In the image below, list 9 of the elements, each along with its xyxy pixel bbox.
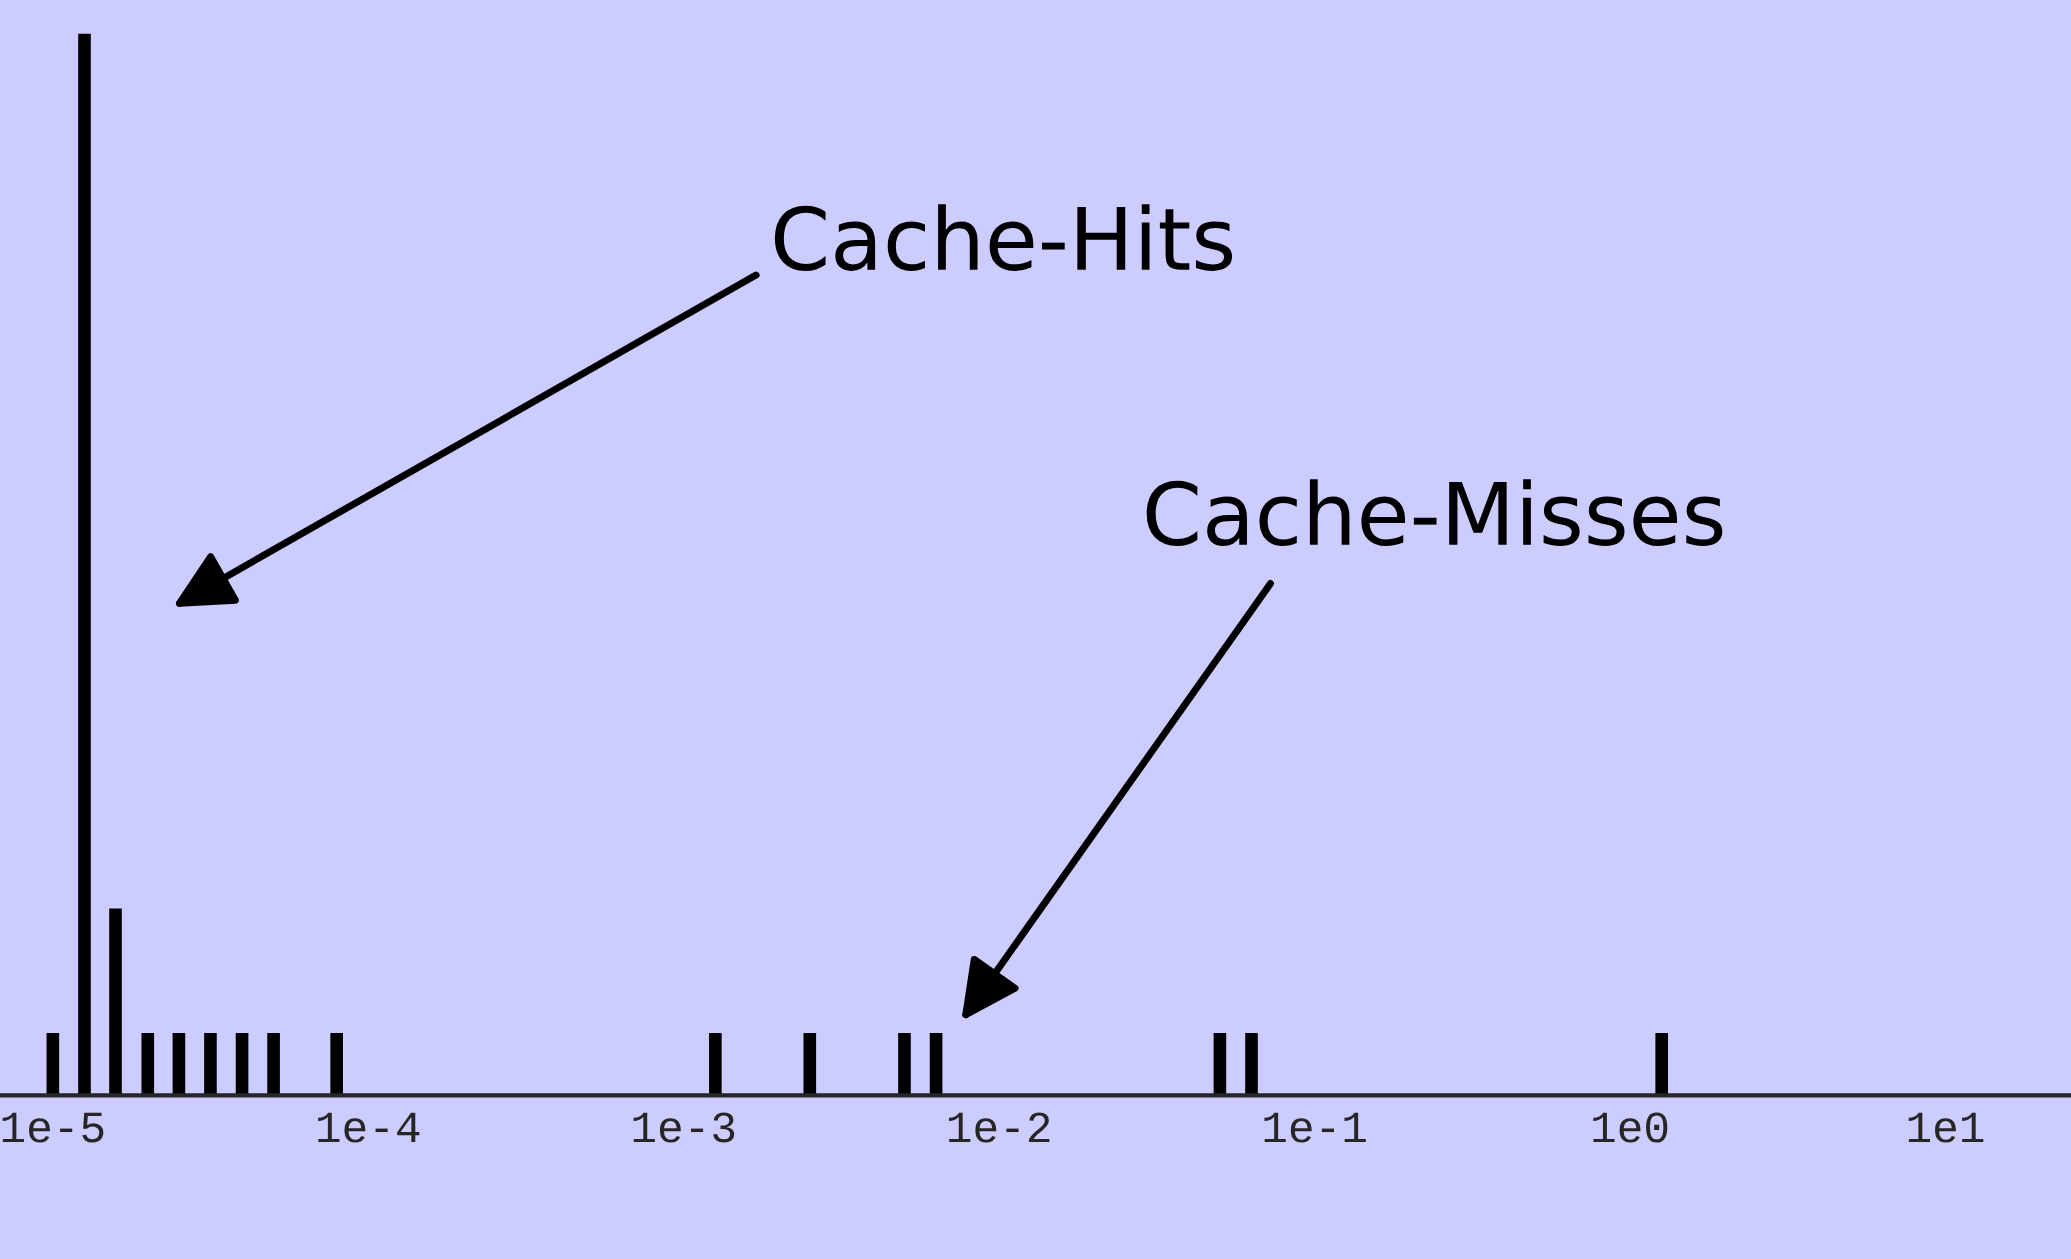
x-tick-label: 1e-1	[1264, 1112, 1366, 1143]
x-tick-label: 1e-2	[949, 1112, 1050, 1143]
x-tick-label: 1e-3	[633, 1112, 735, 1143]
x-tick-label: 1e1	[1908, 1112, 1984, 1143]
x-tick-label: 1e-4	[318, 1112, 420, 1143]
x-tick-label: 1e0	[1593, 1112, 1668, 1143]
annotation: Cache-Hits	[774, 204, 1233, 271]
annotation: Cache-Misses	[1146, 479, 1723, 547]
x-tick-label: 1e-5	[2, 1112, 104, 1143]
